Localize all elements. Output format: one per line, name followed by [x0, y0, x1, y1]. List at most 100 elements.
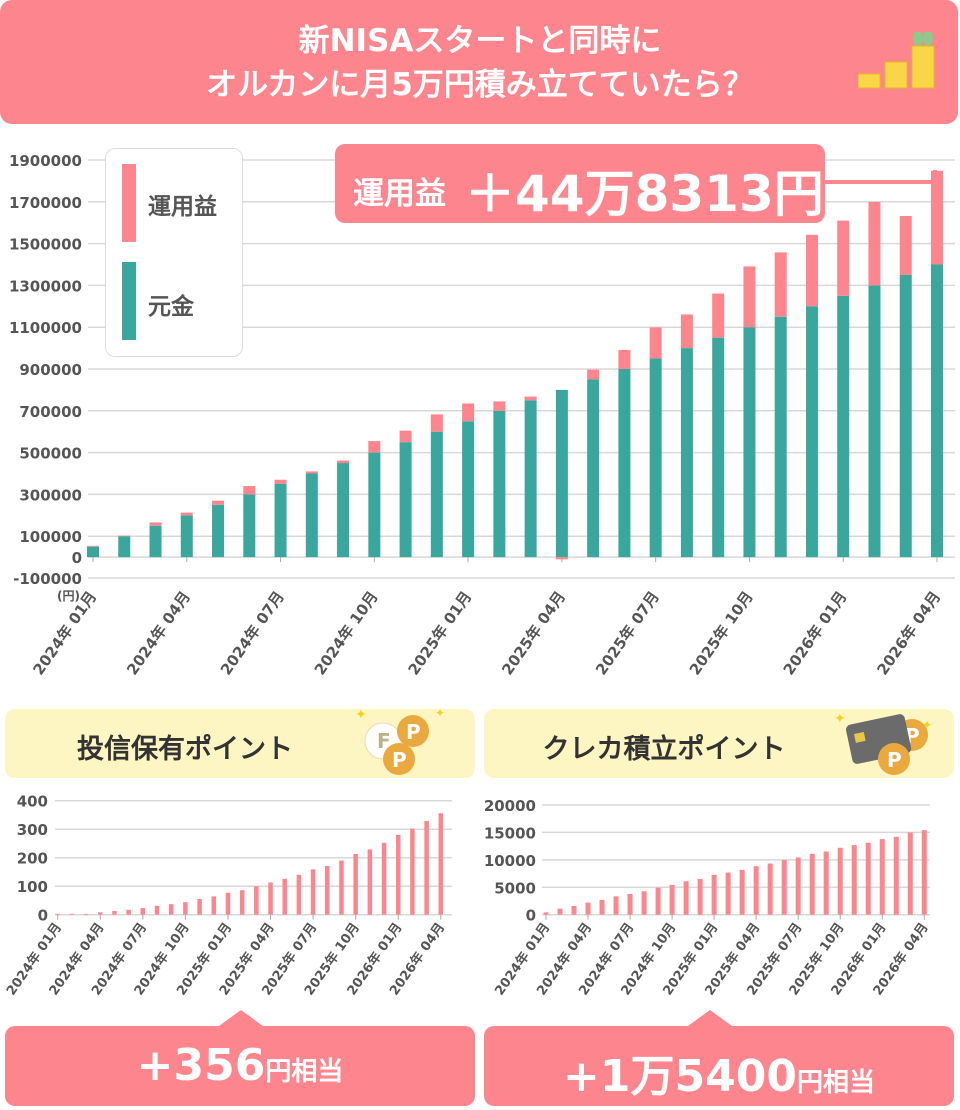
bar [83, 913, 89, 915]
callout-value: ＋44万8313円 [465, 165, 824, 223]
bar-profit [774, 252, 787, 317]
fund-coin-icon: F P P ✦ ✦ [355, 706, 445, 775]
y-tick-label: 300 [17, 821, 48, 839]
bar [112, 910, 117, 915]
y-tick-label: 15000 [484, 824, 536, 842]
bar-principal [743, 327, 756, 558]
y-tick-label: 1700000 [9, 194, 82, 212]
bar [599, 900, 605, 915]
title-banner: 新NISAスタートと同時に オルカンに月5万円積み立てていたら？ [0, 0, 958, 124]
callout-label: 運用益 [353, 176, 446, 212]
bar [865, 842, 871, 915]
bar-profit [899, 216, 912, 275]
bar [55, 913, 60, 915]
result-pointer [219, 1010, 263, 1026]
svg-text:✦: ✦ [834, 711, 846, 727]
bar [725, 872, 731, 915]
legend-swatch-profit [122, 164, 136, 242]
bar [183, 902, 188, 915]
svg-text:✦: ✦ [435, 706, 445, 720]
x-tick-label: 2025年 01月 [405, 588, 476, 678]
bar [739, 869, 745, 915]
bar [296, 874, 302, 915]
svg-text:✦: ✦ [355, 707, 367, 723]
x-tick-label: 2024年 10月 [311, 588, 382, 678]
bar [225, 892, 231, 915]
bar [381, 842, 387, 915]
bar [795, 857, 801, 915]
chart-legend: 運用益 元金 [105, 148, 243, 357]
y-tick-label: 100 [17, 878, 48, 896]
bar-principal [180, 515, 193, 558]
x-tick-label: 2026年 04月 [873, 588, 944, 678]
y-tick-label: 20000 [484, 797, 536, 815]
bar-principal [305, 473, 318, 558]
bar [98, 912, 103, 915]
bar [395, 834, 401, 915]
credit-card-coin-icon: P P ✦ ✦ [834, 711, 932, 775]
bar-principal [587, 379, 600, 558]
bar-principal [805, 306, 818, 558]
bar [424, 820, 429, 915]
bar [211, 896, 217, 915]
coin-stack-icon [858, 32, 935, 89]
bar-profit [118, 535, 131, 537]
bar-profit [680, 314, 693, 349]
bar-principal [399, 442, 412, 558]
bar [557, 908, 563, 915]
bar-principal [712, 337, 725, 558]
bar-principal [680, 348, 693, 558]
bar-principal [118, 536, 131, 558]
bar-principal [618, 369, 631, 558]
bar [310, 869, 316, 915]
svg-text:F: F [377, 729, 391, 753]
bar-profit [868, 202, 881, 286]
bar-profit [430, 414, 443, 432]
bar [753, 866, 759, 915]
bar-principal [149, 525, 162, 558]
bar [239, 890, 245, 915]
bar-profit [931, 170, 943, 265]
y-tick-label: 0 [38, 907, 48, 925]
bar [879, 839, 885, 915]
bar [282, 878, 287, 915]
bar [325, 865, 330, 915]
bar-principal [868, 285, 881, 558]
bar [711, 874, 717, 915]
bar-profit [305, 471, 318, 474]
title-line-1: 新NISAスタートと同時に [298, 23, 662, 59]
legend-swatch-principal [122, 262, 136, 340]
bar [571, 905, 577, 915]
bar [851, 845, 857, 915]
bar [410, 828, 415, 915]
y-tick-label: 1100000 [9, 319, 82, 337]
y-tick-label: 1900000 [9, 152, 82, 170]
legend-label-principal: 元金 [148, 294, 194, 320]
fund-points-value: +356 [136, 1040, 266, 1091]
bar [641, 891, 647, 915]
bar [543, 912, 549, 915]
bar [837, 847, 843, 915]
bar-profit [712, 293, 725, 338]
result-pointer [688, 1010, 732, 1026]
bar [438, 813, 444, 915]
bar-principal [524, 400, 537, 558]
bar-principal [837, 295, 850, 558]
bar-principal [493, 410, 506, 558]
callout-connector-tick [933, 170, 937, 184]
y-tick-label: 1300000 [9, 277, 82, 295]
bar [585, 902, 591, 915]
svg-text:P: P [406, 720, 421, 744]
bar [339, 860, 344, 915]
bar-profit [587, 369, 600, 380]
bar-principal [87, 546, 99, 558]
bar-profit [337, 460, 350, 464]
bar-profit [462, 403, 475, 422]
y-tick-label: 700000 [19, 403, 82, 421]
bar [154, 905, 160, 915]
bar [767, 863, 773, 915]
bar-profit [493, 401, 506, 411]
x-tick-label: 2024年 07月 [217, 588, 288, 678]
y-tick-label: 500000 [19, 445, 82, 463]
